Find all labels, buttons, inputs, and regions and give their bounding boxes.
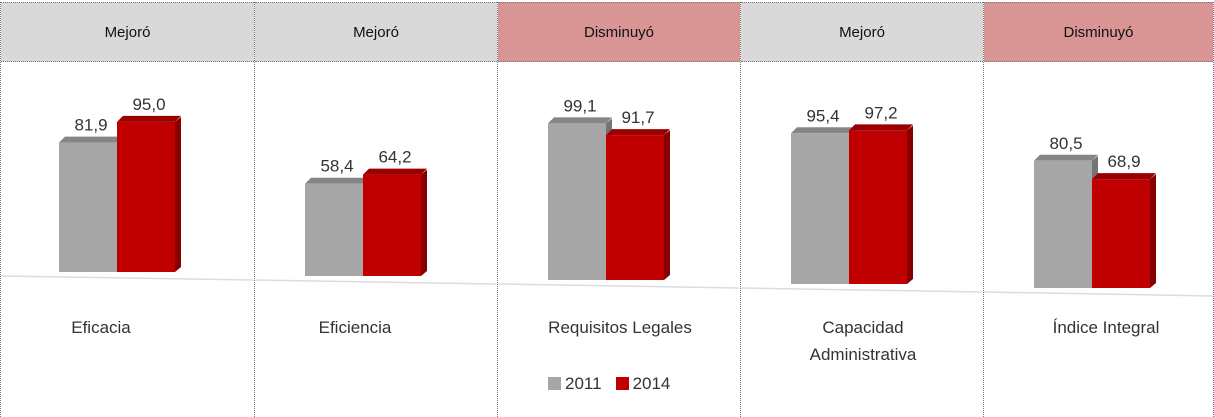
value-label: 97,2 (864, 103, 897, 122)
floor-line (255, 279, 496, 285)
bar-front (1034, 160, 1092, 288)
bar-top (305, 177, 369, 184)
category-label: Índice Integral (1052, 318, 1160, 337)
bar-side (421, 169, 427, 276)
value-label: 58,4 (320, 157, 353, 176)
bar-front (606, 135, 664, 280)
bar (849, 124, 913, 284)
category-label: Requisitos Legales (548, 318, 692, 337)
value-label: 81,9 (74, 116, 107, 135)
bar-top (117, 115, 181, 122)
header-cell: Mejoró (741, 2, 983, 62)
bar-front (117, 121, 175, 273)
floor-line (1, 275, 253, 281)
bar-side (1150, 174, 1156, 288)
value-label: 68,9 (1107, 152, 1140, 171)
bar-chart: 95,4 97,2 (741, 103, 982, 293)
column: Disminuyó 80,5 68,9 Índice Integral (983, 2, 1214, 417)
column: Disminuyó 99,1 91,7 Requisitos Legales 2011 2… (497, 2, 740, 417)
column: Mejoró 58,4 64,2 Eficiencia (254, 2, 497, 417)
bar-chart: 80,5 68,9 (984, 134, 1213, 297)
bar-top (363, 168, 427, 175)
bar-side (907, 125, 913, 284)
bar (791, 127, 855, 284)
bar-front (363, 174, 421, 276)
floor-line (741, 287, 982, 293)
bar-top (849, 124, 913, 131)
bar-chart: 81,9 95,0 (1, 95, 253, 281)
bar-front (305, 183, 363, 276)
category-label: Eficacia (71, 318, 131, 337)
category-label: Capacidad Administrativa (809, 318, 917, 364)
category-label: Eficiencia (318, 318, 392, 337)
legend-item: 2011 (548, 374, 602, 394)
legend-swatch (548, 377, 561, 390)
bar-front (791, 133, 849, 284)
legend-label: 2011 (565, 374, 602, 393)
legend-item: 2014 (615, 374, 671, 394)
legend-label: 2014 (632, 374, 671, 393)
bar-front (59, 142, 117, 272)
bar-top (1092, 173, 1156, 180)
column: Mejoró 81,9 95,0 Eficacia (0, 2, 254, 417)
bar-top (1034, 154, 1098, 161)
bar (1034, 154, 1098, 288)
header-cell: Mejoró (255, 2, 497, 62)
bar (305, 177, 369, 276)
bar-front (849, 130, 907, 284)
value-label: 80,5 (1049, 134, 1082, 153)
legend: 2011 2014 (548, 374, 670, 394)
value-label: 91,7 (621, 108, 654, 127)
bar-top (548, 117, 612, 124)
bar (117, 115, 181, 273)
floor-line (984, 291, 1213, 297)
bar (548, 117, 612, 280)
bar (1092, 173, 1156, 288)
legend-swatch (615, 377, 629, 390)
bar (363, 168, 427, 276)
bar-side (664, 130, 670, 280)
header-cell: Disminuyó (498, 2, 740, 62)
value-label: 95,0 (132, 95, 165, 114)
bar-top (59, 136, 123, 143)
bar-front (1092, 179, 1150, 288)
bar-chart: 99,1 91,7 (498, 96, 739, 289)
header-cell: Mejoró (1, 2, 254, 62)
bar-front (548, 123, 606, 280)
bar-chart: 58,4 64,2 (255, 148, 496, 285)
floor-line (498, 283, 739, 289)
bar-top (606, 129, 670, 136)
bar-top (791, 127, 855, 134)
bar-side (175, 116, 181, 273)
bar (606, 129, 670, 280)
column: Mejoró 95,4 97,2 Capacidad Administrativa (740, 2, 983, 417)
value-label: 95,4 (806, 106, 839, 125)
header-cell: Disminuyó (984, 2, 1213, 62)
value-label: 64,2 (378, 148, 411, 167)
bar (59, 136, 123, 272)
value-label: 99,1 (563, 96, 596, 115)
